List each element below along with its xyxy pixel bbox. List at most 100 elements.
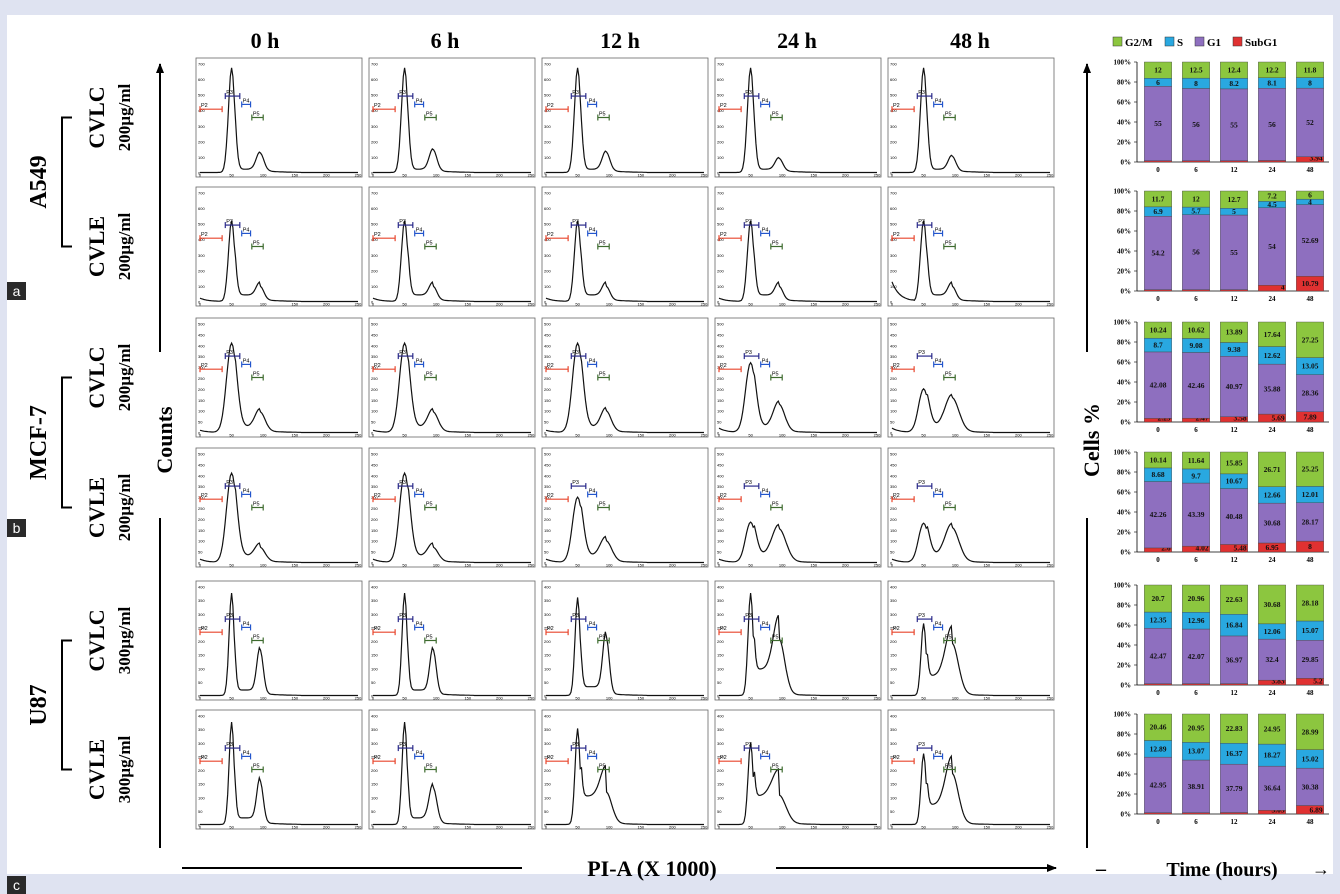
gate-label: P3 xyxy=(226,742,233,748)
bar-value-label: 8.1 xyxy=(1267,78,1277,87)
hist-y-tick: 400 xyxy=(890,237,897,242)
hist-x-tick: 50 xyxy=(748,173,753,178)
hist-y-tick: 700 xyxy=(717,62,724,67)
gate-label: P5 xyxy=(945,241,952,247)
hist-x-tick: 250 xyxy=(701,173,708,178)
histogram-curve xyxy=(892,753,1050,826)
hist-x-tick: 50 xyxy=(921,696,926,701)
gate-label: P4 xyxy=(416,621,423,627)
bar-segment-g1 xyxy=(1258,88,1286,161)
bar-value-label: 5.7 xyxy=(1191,206,1201,215)
bar-segment-g2m xyxy=(1182,713,1210,743)
hist-y-tick: 250 xyxy=(544,506,551,511)
hist-y-tick: 700 xyxy=(890,191,897,196)
hist-y-tick: 0 xyxy=(198,561,201,566)
gate-label: P2 xyxy=(374,755,381,761)
hist-y-tick: 250 xyxy=(890,625,897,630)
gate-label: P2 xyxy=(374,232,381,238)
hist-y-tick: 350 xyxy=(198,727,205,732)
hist-y-tick: 100 xyxy=(371,666,378,671)
stacked-bar-charts: 0%20%40%60%80%100%0.975561200.9756812.56… xyxy=(1114,59,1329,826)
gate-label: P3 xyxy=(745,613,752,619)
bar-value-label: 42.08 xyxy=(1150,381,1167,390)
gate-label: P5 xyxy=(772,502,779,508)
bar-value-label: 42.07 xyxy=(1188,652,1205,661)
hist-y-tick: 100 xyxy=(198,284,205,289)
gate-label: P5 xyxy=(599,764,606,770)
hist-y-tick: 50 xyxy=(890,420,895,425)
hist-y-tick: 0 xyxy=(544,823,547,828)
gate-label: P5 xyxy=(253,502,260,508)
extract-label: CVLC xyxy=(84,346,109,408)
hist-x-tick: 100 xyxy=(779,302,786,307)
gate-label: P4 xyxy=(416,488,423,494)
hist-x-tick: 0 xyxy=(199,696,202,701)
gate-label: P4 xyxy=(762,98,769,104)
hist-y-tick: 250 xyxy=(717,625,724,630)
bar-segment-g2m xyxy=(1220,451,1248,475)
hist-x-tick: 150 xyxy=(637,825,644,830)
hist-y-tick: 450 xyxy=(890,462,897,467)
hist-x-tick: 100 xyxy=(606,173,613,178)
bar-value-label: 13.89 xyxy=(1226,328,1243,337)
hist-y-tick: 300 xyxy=(717,495,724,500)
hist-y-tick: 250 xyxy=(198,754,205,759)
hist-y-tick: 100 xyxy=(544,284,551,289)
gate-label: P5 xyxy=(253,635,260,641)
gate-label: P5 xyxy=(426,112,433,118)
bar-segment-g2m xyxy=(1258,584,1286,625)
gate-label: P4 xyxy=(935,488,942,494)
bar-segment-g2m xyxy=(1144,713,1172,741)
hist-y-tick: 300 xyxy=(371,253,378,258)
hist-y-tick: 300 xyxy=(544,741,551,746)
hist-y-tick: 600 xyxy=(890,77,897,82)
hist-x-tick: 200 xyxy=(842,563,849,568)
hist-y-tick: 600 xyxy=(717,206,724,211)
hist-y-tick: 350 xyxy=(717,484,724,489)
bar-value-label: 10.79 xyxy=(1302,279,1319,288)
extract-label: CVLE xyxy=(84,216,109,277)
hist-y-tick: 350 xyxy=(890,484,897,489)
histogram-frame xyxy=(541,317,709,438)
bar-x-tick: 0 xyxy=(1156,426,1160,434)
bar-segment-g1 xyxy=(1182,214,1210,290)
hist-x-tick: 50 xyxy=(229,433,234,438)
hist-x-tick: 100 xyxy=(779,563,786,568)
hist-y-tick: 450 xyxy=(371,462,378,467)
hist-y-tick: 0 xyxy=(890,823,893,828)
bar-segment-g2m xyxy=(1144,584,1172,613)
histogram-frame xyxy=(541,447,709,568)
bar-segment-g1 xyxy=(1182,352,1210,419)
bar-x-tick: 12 xyxy=(1231,689,1239,697)
gate-label: P2 xyxy=(893,232,900,238)
gate-label: P5 xyxy=(599,241,606,247)
hist-x-tick: 200 xyxy=(323,563,330,568)
hist-x-tick: 150 xyxy=(983,825,990,830)
histogram-curve xyxy=(372,341,531,434)
hist-x-tick: 0 xyxy=(372,433,375,438)
hist-x-tick: 100 xyxy=(952,563,959,568)
gate-label: P4 xyxy=(243,98,250,104)
gate-label: P4 xyxy=(416,358,423,364)
bar-segment-g1 xyxy=(1296,767,1324,806)
hist-x-tick: 0 xyxy=(199,173,202,178)
gate-label: P3 xyxy=(399,613,406,619)
hist-y-tick: 0 xyxy=(198,431,201,436)
hist-x-tick: 0 xyxy=(372,173,375,178)
histogram-frame xyxy=(541,186,709,307)
bar-value-label: 37.79 xyxy=(1226,784,1243,793)
hist-x-tick: 0 xyxy=(545,825,548,830)
hist-y-tick: 100 xyxy=(544,666,551,671)
bar-value-label: 30.38 xyxy=(1302,782,1319,791)
histogram-frame xyxy=(887,447,1055,568)
hist-y-tick: 100 xyxy=(198,155,205,160)
bar-y-tick: 100% xyxy=(1114,582,1132,590)
dose-label: 200µg/ml xyxy=(115,84,134,152)
hist-x-tick: 100 xyxy=(952,696,959,701)
hist-y-tick: 0 xyxy=(371,300,374,305)
extract-label: CVLC xyxy=(84,609,109,671)
gate-label: P4 xyxy=(589,227,596,233)
